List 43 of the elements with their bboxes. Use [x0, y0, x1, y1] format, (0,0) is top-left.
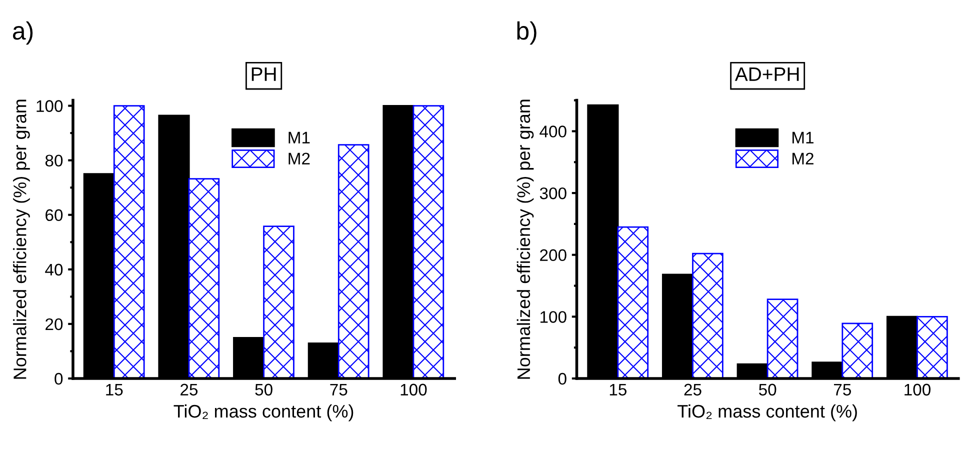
- x-tick-label: 15: [106, 384, 123, 396]
- x-tick-label: 25: [684, 384, 702, 396]
- bar: [842, 322, 874, 378]
- legend-label: M1: [288, 132, 310, 144]
- legend-label: M2: [288, 152, 310, 164]
- text: a): [12, 21, 33, 45]
- bar: [412, 105, 444, 378]
- x-tick-label: 75: [834, 384, 851, 396]
- x-tick-label: 50: [758, 384, 776, 396]
- y-tick-label: 40: [45, 264, 63, 276]
- y-axis-title: Normalized efficiency (%) per gram: [516, 100, 534, 379]
- bar: [338, 144, 370, 378]
- bar: [188, 178, 220, 378]
- x-axis-title: TiO₂ mass content (%): [678, 404, 857, 422]
- y-tick-label: 100: [36, 100, 63, 112]
- x-tick-label: 100: [400, 384, 427, 396]
- bar: [263, 226, 294, 378]
- x-tick-label: 75: [330, 384, 348, 396]
- y-tick-label: 400: [540, 126, 566, 138]
- x-tick-label: 50: [255, 384, 272, 396]
- y-tick-label: 80: [45, 154, 63, 167]
- bar: [692, 252, 724, 378]
- chart-title: AD+PH: [734, 68, 799, 81]
- legend-label: M1: [792, 132, 814, 144]
- x-tick-label: 25: [180, 384, 198, 396]
- x-tick-label: 100: [904, 384, 930, 396]
- bar: [766, 298, 798, 378]
- text: b): [517, 21, 536, 45]
- x-axis-title: TiO₂ mass content (%): [174, 404, 354, 422]
- y-tick-label: 20: [46, 318, 63, 330]
- y-tick-label: 200: [540, 249, 566, 262]
- y-tick-label: 0: [558, 372, 566, 385]
- y-tick-label: 0: [54, 372, 63, 385]
- x-tick-label: 15: [610, 384, 626, 396]
- y-tick-label: 300: [540, 187, 566, 200]
- chart-title: PH: [252, 68, 276, 81]
- y-tick-label: 60: [46, 209, 63, 222]
- y-axis-title: Normalized efficiency (%) per gram: [13, 100, 30, 379]
- bar: [113, 105, 145, 378]
- y-tick-label: 100: [540, 311, 566, 323]
- bar: [617, 226, 649, 378]
- legend-label: M2: [792, 152, 814, 164]
- bar: [916, 316, 948, 378]
